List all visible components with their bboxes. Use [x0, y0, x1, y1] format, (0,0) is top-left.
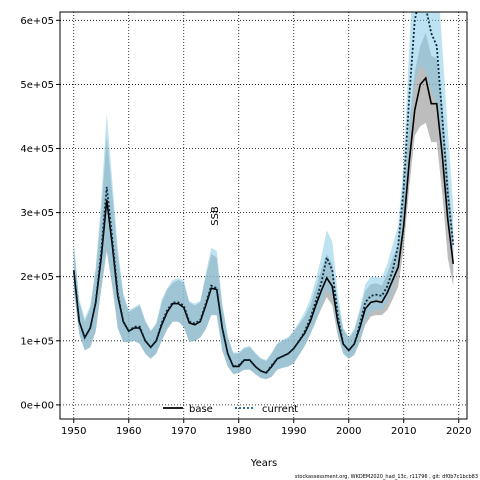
legend-label-current: current: [262, 404, 298, 415]
x-axis: 1950 1960 1970 1980 1990 2000 2010 2020: [61, 419, 471, 437]
x-tick-label: 1990: [281, 426, 306, 437]
x-tick-label: 2000: [336, 426, 361, 437]
legend: base current: [163, 404, 298, 415]
y-tick-label: 2e+05: [20, 272, 54, 283]
y-axis: 0e+00 1e+05 2e+05 3e+05 4e+05 5e+05 6e+05: [20, 16, 60, 411]
y-tick-label: 6e+05: [20, 16, 54, 27]
footnote: stockassessment.org, WKDEM2020_had_13c, …: [295, 474, 478, 480]
x-tick-label: 1960: [116, 426, 141, 437]
series-line-current: [72, 12, 455, 374]
y-tick-label: 0e+00: [20, 400, 54, 411]
y-tick-label: 3e+05: [20, 208, 54, 219]
plot-frame: [59, 11, 468, 420]
x-tick-label: 1980: [226, 426, 251, 437]
confidence-bands: [73, 12, 454, 380]
x-tick-label: 2010: [391, 426, 416, 437]
x-axis-title: Years: [250, 458, 277, 469]
ci-band-current: [73, 12, 454, 380]
y-tick-label: 5e+05: [20, 80, 54, 91]
y-tick-label: 4e+05: [20, 144, 54, 155]
y-tick-label: 1e+05: [20, 336, 54, 347]
x-tick-label: 1970: [171, 426, 196, 437]
series-lines: [72, 12, 455, 374]
x-tick-label: 1950: [61, 426, 86, 437]
x-tick-label: 2020: [446, 426, 471, 437]
y-axis-title: SSB: [210, 206, 221, 226]
legend-label-base: base: [189, 404, 213, 415]
